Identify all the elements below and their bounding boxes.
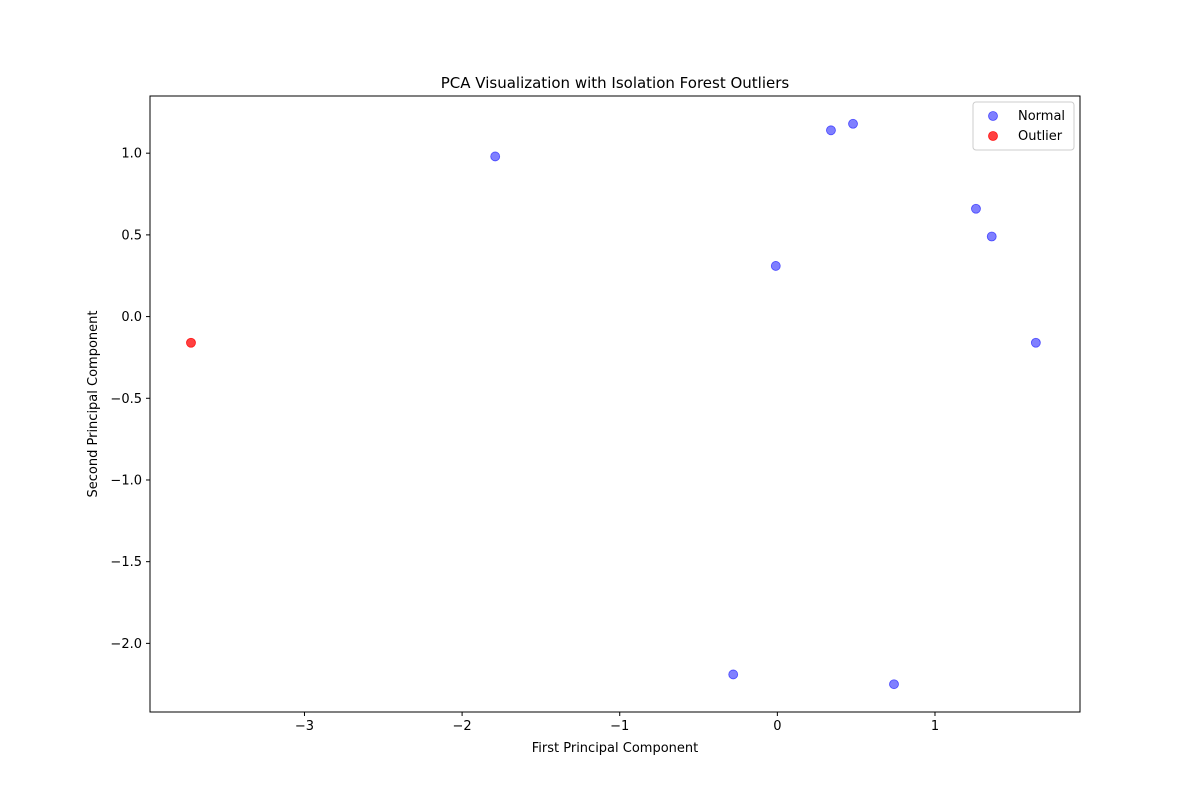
point-normal-1 <box>826 125 836 136</box>
legend-label-outlier: Outlier <box>1018 129 1063 144</box>
point-normal-6 <box>1030 337 1041 348</box>
legend: Normal Outlier <box>972 101 1075 151</box>
x-tick-label: −3 <box>295 719 314 734</box>
y-tick-label: 0.0 <box>121 310 142 325</box>
point-normal-3 <box>971 203 981 214</box>
x-tick-label: −2 <box>453 719 472 734</box>
y-tick-label: −1.5 <box>110 555 142 570</box>
point-normal-4 <box>986 231 997 242</box>
point-normal-8 <box>889 679 899 690</box>
points-layer <box>186 118 1041 690</box>
y-tick-label: 0.5 <box>121 228 142 243</box>
legend-marker-normal <box>988 111 998 121</box>
point-normal-0 <box>490 151 501 162</box>
x-axis: −3 −2 −1 0 1 <box>295 712 939 734</box>
legend-marker-outlier <box>988 131 998 141</box>
legend-label-normal: Normal <box>1018 109 1065 124</box>
legend-box <box>972 101 1075 151</box>
y-tick-label: −0.5 <box>110 392 142 407</box>
y-tick-label: 1.0 <box>121 147 142 162</box>
x-tick-label: −1 <box>610 719 629 734</box>
point-normal-5 <box>770 261 781 271</box>
point-normal-7 <box>728 669 739 680</box>
x-axis-label: First Principal Component <box>532 741 699 756</box>
x-tick-label: 0 <box>773 719 781 734</box>
chart-title: PCA Visualization with Isolation Forest … <box>441 74 790 92</box>
y-tick-label: −2.0 <box>110 637 142 652</box>
point-normal-2 <box>848 118 858 129</box>
x-tick-label: 1 <box>931 719 939 734</box>
plot-area-frame <box>149 95 1081 713</box>
y-tick-label: −1.0 <box>110 473 142 488</box>
y-axis-label: Second Principal Component <box>86 311 101 498</box>
y-axis: −2.0 −1.5 −1.0 −0.5 0.0 0.5 1.0 <box>110 147 150 652</box>
point-outlier-0 <box>186 337 196 348</box>
